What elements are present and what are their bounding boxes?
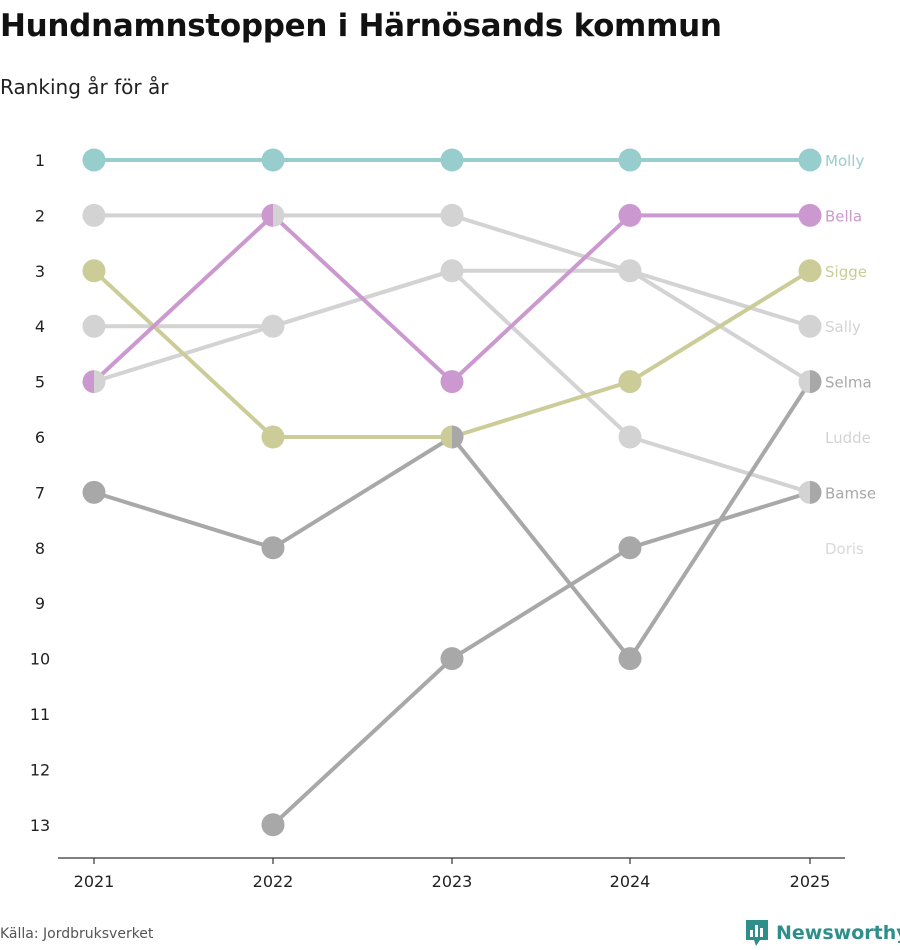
x-tick-label: 2022 (253, 872, 294, 891)
y-tick-label: 9 (35, 594, 45, 613)
point-selma (82, 203, 106, 227)
bar-chart-icon (746, 920, 768, 946)
point-bamse (810, 480, 822, 504)
point-sally (618, 259, 630, 283)
x-tick-label: 2024 (610, 872, 651, 891)
y-tick-label: 11 (30, 705, 50, 724)
y-tick-label: 1 (35, 151, 45, 170)
point-bamse (440, 647, 464, 671)
y-tick-label: 4 (35, 317, 45, 336)
brand-logo: Newsworthy (744, 918, 900, 948)
point-selma (273, 203, 285, 227)
series-line-bella (92, 213, 812, 384)
end-label-doris: Doris (825, 540, 864, 558)
series-line-selma (92, 213, 812, 384)
end-label-sigge: Sigge (825, 263, 867, 281)
point-sally (798, 314, 822, 338)
y-tick-label: 5 (35, 373, 45, 392)
point-sigge (82, 259, 106, 283)
point-molly (82, 148, 106, 172)
source-note: Källa: Jordbruksverket (0, 926, 154, 942)
chart-subtitle: Ranking år för år (0, 75, 169, 99)
y-tick-label: 10 (30, 650, 50, 669)
y-tick-label: 7 (35, 483, 45, 502)
series-line-sigge (92, 268, 812, 439)
end-label-selma: Selma (825, 374, 872, 392)
point-selma (798, 370, 810, 394)
point-sally (82, 314, 106, 338)
end-label-molly: Molly (825, 152, 864, 170)
series-line-bamse (271, 490, 812, 827)
point-sigge (261, 425, 285, 449)
point-sigge (798, 259, 822, 283)
end-label-bella: Bella (825, 207, 862, 225)
point-sally (261, 314, 273, 338)
point-bella (261, 203, 273, 227)
point-ludde (452, 259, 464, 283)
y-tick-label: 6 (35, 428, 45, 447)
y-tick-label: 13 (30, 816, 50, 835)
point-sally (440, 259, 452, 283)
point-molly (798, 148, 822, 172)
x-tick-label: 2023 (432, 872, 473, 891)
y-tick-label: 12 (30, 760, 50, 779)
point-bella (440, 370, 464, 394)
point-doris (261, 536, 285, 560)
point-selma (630, 259, 642, 283)
x-tick-label: 2021 (74, 872, 115, 891)
end-label-bamse: Bamse (825, 484, 876, 502)
point-ludde (94, 370, 106, 394)
end-label-ludde: Ludde (825, 429, 871, 447)
point-sigge (618, 370, 642, 394)
point-ludde (273, 314, 285, 338)
point-molly (618, 148, 642, 172)
y-tick-label: 2 (35, 206, 45, 225)
point-bamse (618, 536, 642, 560)
point-bella (798, 203, 822, 227)
point-ludde (618, 425, 642, 449)
point-sigge (440, 425, 452, 449)
x-tick-label: 2025 (790, 872, 831, 891)
point-molly (440, 148, 464, 172)
point-molly (261, 148, 285, 172)
chart-title: Hundnamnstoppen i Härnösands kommun (0, 8, 722, 44)
point-doris (810, 370, 822, 394)
point-bamse (261, 813, 285, 837)
point-bella (82, 370, 94, 394)
series-line-doris (92, 379, 812, 661)
y-tick-label: 3 (35, 262, 45, 281)
point-doris (452, 425, 464, 449)
brand-name: Newsworthy (776, 922, 900, 944)
point-ludde (798, 480, 810, 504)
point-doris (618, 647, 642, 671)
end-label-sally: Sally (825, 318, 861, 336)
point-selma (440, 203, 464, 227)
point-bella (618, 203, 642, 227)
y-tick-label: 8 (35, 539, 45, 558)
point-doris (82, 480, 106, 504)
